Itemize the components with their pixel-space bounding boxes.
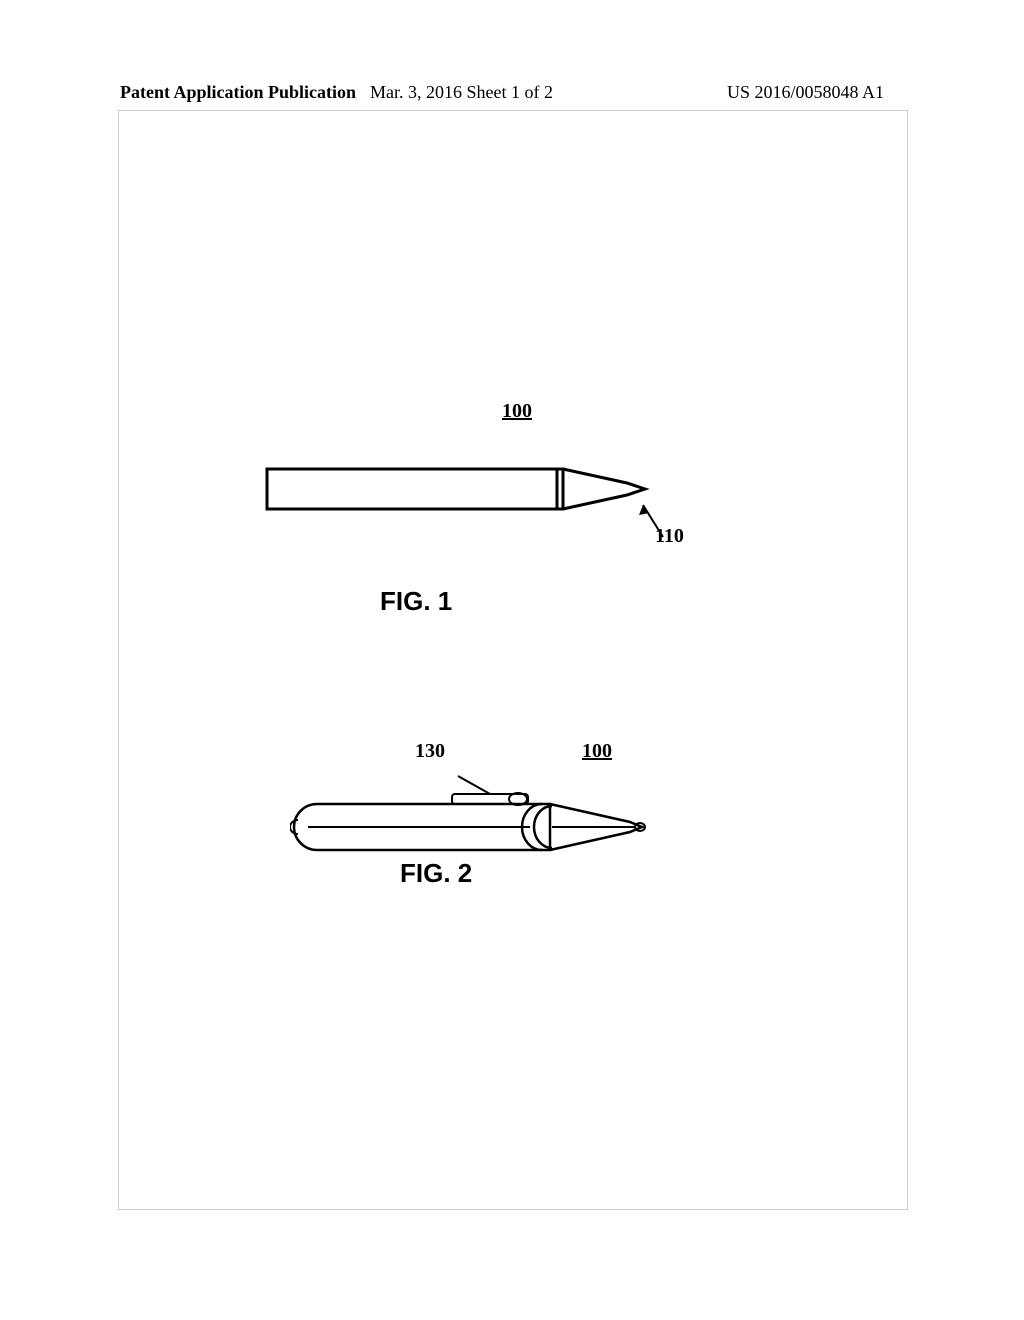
figure-content-frame xyxy=(118,110,908,1210)
reference-numeral-110: 110 xyxy=(655,525,684,548)
fig1-tip xyxy=(563,469,645,509)
fig1-svg xyxy=(265,465,685,555)
figure-2-drawing xyxy=(290,770,690,865)
fig2-svg xyxy=(290,770,690,860)
reference-numeral-100-fig2: 100 xyxy=(582,740,612,763)
fig1-body-rect xyxy=(267,469,563,509)
header-patent-number: US 2016/0058048 A1 xyxy=(727,82,884,103)
fig2-leader-130 xyxy=(458,776,490,794)
figure-2-label: FIG. 2 xyxy=(400,858,472,889)
header-date-sheet: Mar. 3, 2016 Sheet 1 of 2 xyxy=(370,82,553,103)
fig2-connector xyxy=(452,794,528,804)
reference-numeral-130: 130 xyxy=(415,740,445,763)
figure-1-drawing xyxy=(265,465,685,555)
figure-1-label: FIG. 1 xyxy=(380,586,452,617)
page-header: Patent Application Publication Mar. 3, 2… xyxy=(0,82,1024,103)
header-publication-label: Patent Application Publication xyxy=(120,82,356,103)
reference-numeral-100-fig1: 100 xyxy=(502,400,532,423)
